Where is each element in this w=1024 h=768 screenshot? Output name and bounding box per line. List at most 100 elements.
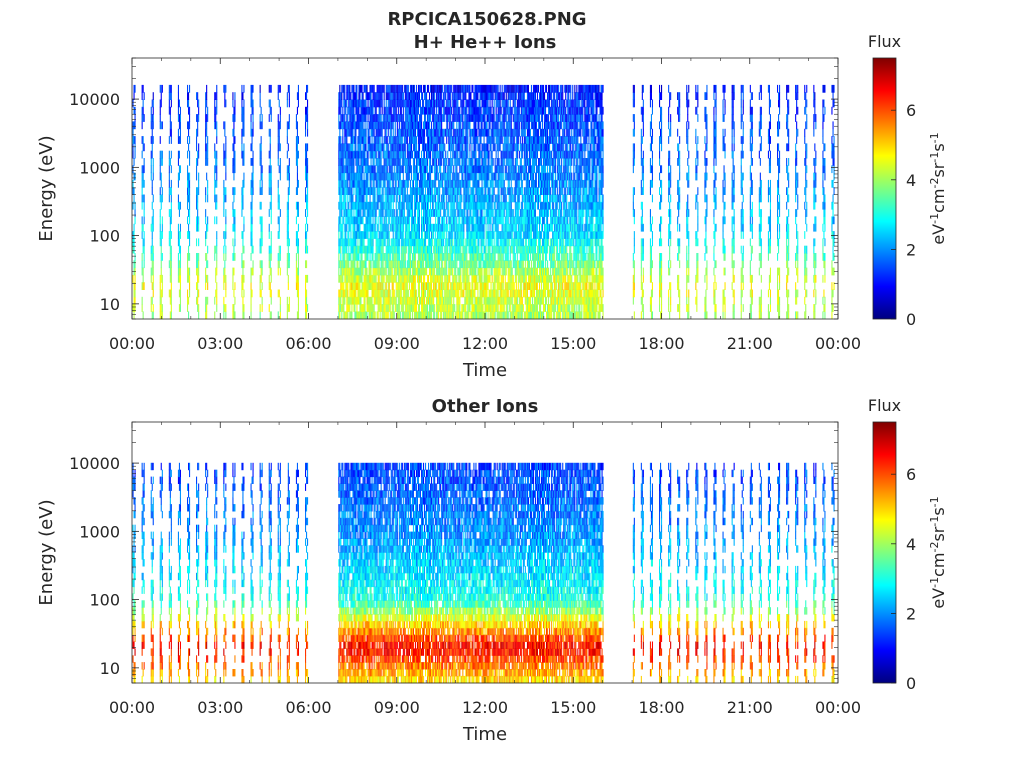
flux-cell	[159, 194, 161, 203]
flux-cell	[349, 223, 351, 232]
flux-cell	[382, 84, 384, 93]
flux-cell	[198, 267, 200, 276]
flux-cell	[141, 165, 143, 174]
flux-cell	[476, 99, 478, 108]
flux-cell	[364, 274, 366, 283]
flux-cell	[394, 92, 396, 100]
flux-cell	[376, 289, 378, 298]
flux-cell	[223, 201, 225, 210]
flux-cell	[360, 304, 362, 312]
flux-cell	[421, 194, 423, 203]
flux-cell	[432, 136, 434, 144]
flux-cell	[461, 282, 463, 290]
flux-cell	[362, 143, 364, 152]
flux-cell	[369, 172, 371, 181]
flux-cell	[339, 99, 341, 108]
flux-cell	[413, 304, 415, 312]
flux-cell	[152, 274, 154, 283]
flux-cell	[278, 194, 280, 203]
flux-cell	[404, 304, 406, 312]
flux-cell	[458, 158, 460, 166]
flux-cell	[383, 143, 385, 152]
flux-cell	[347, 172, 349, 181]
flux-cell	[407, 260, 409, 269]
flux-cell	[363, 187, 365, 195]
flux-cell	[370, 84, 372, 93]
flux-cell	[405, 267, 407, 276]
flux-cell	[404, 245, 406, 254]
flux-cell	[241, 260, 243, 269]
flux-cell	[170, 179, 172, 188]
flux-cell	[461, 143, 463, 152]
flux-cell	[444, 92, 446, 100]
flux-cell	[378, 172, 380, 181]
flux-cell	[350, 106, 352, 115]
flux-cell	[446, 128, 448, 137]
flux-cell	[390, 238, 392, 247]
flux-cell	[369, 201, 371, 210]
flux-cell	[413, 223, 415, 232]
flux-cell	[362, 209, 364, 217]
flux-cell	[214, 106, 216, 115]
flux-cell	[361, 216, 363, 225]
flux-cell	[368, 223, 370, 232]
flux-cell	[360, 311, 362, 320]
flux-cell	[369, 245, 371, 254]
flux-cell	[387, 172, 389, 181]
flux-cell	[376, 143, 378, 152]
flux-cell	[394, 274, 396, 283]
flux-cell	[428, 136, 430, 144]
flux-cell	[379, 289, 381, 298]
flux-cell	[449, 136, 451, 144]
flux-cell	[450, 128, 452, 137]
flux-cell	[134, 114, 136, 122]
flux-cell	[421, 238, 423, 247]
flux-cell	[437, 114, 439, 122]
flux-cell	[393, 253, 395, 261]
flux-cell	[353, 99, 355, 108]
flux-cell	[409, 187, 411, 195]
flux-cell	[389, 136, 391, 144]
flux-cell	[432, 274, 434, 283]
flux-cell	[197, 223, 199, 232]
flux-cell	[241, 99, 243, 108]
flux-cell	[375, 209, 377, 217]
flux-cell	[361, 201, 363, 210]
flux-cell	[388, 99, 390, 108]
flux-cell	[340, 253, 342, 261]
flux-cell	[474, 289, 476, 298]
flux-cell	[458, 114, 460, 122]
flux-cell	[421, 172, 423, 181]
flux-cell	[412, 114, 414, 122]
flux-cell	[339, 296, 341, 305]
flux-cell	[375, 150, 377, 159]
flux-cell	[376, 92, 378, 100]
flux-cell	[382, 311, 384, 320]
flux-cell	[411, 114, 413, 122]
flux-cell	[295, 150, 297, 159]
flux-cell	[177, 253, 179, 261]
flux-cell	[250, 114, 252, 122]
flux-cell	[378, 267, 380, 276]
flux-cell	[421, 187, 423, 195]
flux-cell	[232, 311, 234, 320]
flux-cell	[187, 201, 189, 210]
flux-cell	[369, 179, 371, 188]
flux-cell	[431, 99, 433, 108]
flux-cell	[410, 274, 412, 283]
flux-cell	[250, 143, 252, 152]
flux-cell	[206, 114, 208, 122]
flux-cell	[343, 289, 345, 298]
flux-cell	[419, 311, 421, 320]
flux-cell	[206, 92, 208, 100]
flux-cell	[441, 92, 443, 100]
flux-cell	[355, 282, 357, 290]
flux-cell	[356, 304, 358, 312]
flux-cell	[346, 187, 348, 195]
flux-cell	[466, 187, 468, 195]
flux-cell	[169, 245, 171, 254]
flux-cell	[161, 150, 163, 159]
flux-cell	[372, 187, 374, 195]
flux-cell	[463, 158, 465, 166]
flux-cell	[268, 165, 270, 174]
